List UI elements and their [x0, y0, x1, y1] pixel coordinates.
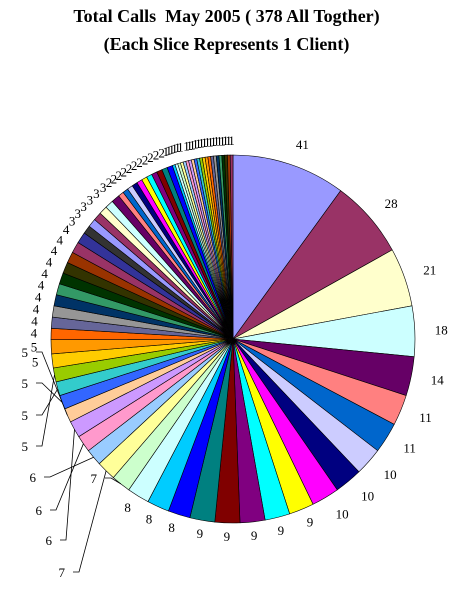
- slice-value-label: 2: [158, 145, 165, 160]
- slice-value-label: 3: [80, 199, 87, 214]
- slice-value-label: 9: [251, 528, 258, 543]
- slice-value-label: 5: [22, 345, 29, 360]
- slice-value-label: 3: [93, 186, 100, 201]
- slice-value-label: 1: [201, 135, 208, 150]
- slice-value-label: 10: [361, 489, 374, 504]
- slice-value-label: 3: [87, 192, 94, 207]
- slice-value-label: 3: [69, 213, 76, 228]
- slice-value-label: 1: [198, 136, 205, 151]
- leader-line: [50, 443, 84, 511]
- slice-value-label: 10: [336, 507, 349, 522]
- slice-value-label: 5: [22, 439, 29, 454]
- leader-line: [36, 351, 68, 416]
- slice-value-label: 8: [124, 500, 131, 515]
- leader-line: [36, 382, 63, 403]
- leader-line: [36, 374, 55, 447]
- slice-value-label: 1: [168, 142, 175, 157]
- slice-value-label: 41: [296, 137, 309, 152]
- slice-value-label: 6: [36, 503, 43, 518]
- slice-value-label: 4: [46, 254, 53, 269]
- slice-value-label: 9: [224, 529, 231, 544]
- slice-value-label: 1: [204, 135, 211, 150]
- slice-value-label: 4: [57, 232, 64, 247]
- slice-value-label: 3: [100, 180, 107, 195]
- slice-value-label: 8: [146, 511, 153, 526]
- slice-value-label: 1: [166, 143, 173, 158]
- slice-value-label: 28: [385, 196, 398, 211]
- slice-value-label: 1: [219, 133, 226, 148]
- slice-value-label: 1: [189, 137, 196, 152]
- slice-value-label: 2: [121, 164, 128, 179]
- slice-value-label: 9: [278, 523, 285, 538]
- slice-value-label: 6: [46, 533, 53, 548]
- slice-value-label: 6: [30, 470, 37, 485]
- slice-value-label: 2: [106, 175, 113, 190]
- slice-value-label: 1: [210, 134, 217, 149]
- slice-value-label: 11: [419, 410, 432, 425]
- slice-value-label: 4: [35, 289, 42, 304]
- slice-value-label: 4: [63, 222, 70, 237]
- slice-value-label: 21: [423, 262, 436, 277]
- leader-line: [73, 470, 107, 573]
- leader-line: [60, 429, 75, 541]
- slice-value-label: 1: [207, 134, 214, 149]
- slice-value-label: 1: [192, 137, 199, 152]
- chart-title: Total Calls May 2005 ( 378 All Togther): [73, 6, 380, 26]
- slice-value-label: 7: [59, 565, 66, 580]
- slice-value-label: 2: [153, 148, 160, 163]
- slice-value-label: 7: [91, 471, 98, 486]
- slice-value-label: 1: [195, 136, 202, 151]
- slice-value-label: 4: [31, 326, 38, 341]
- slice-value-label: 2: [147, 150, 154, 165]
- slice-value-label: 4: [33, 301, 40, 316]
- leader-line: [105, 477, 122, 485]
- slice-value-label: 1: [186, 138, 193, 153]
- slice-value-label: 10: [384, 467, 397, 482]
- slice-value-label: 9: [197, 526, 204, 541]
- slice-value-label: 4: [41, 266, 48, 281]
- leader-line: [44, 456, 94, 478]
- pie-slice: [232, 154, 342, 340]
- slice-value-label: 5: [31, 339, 38, 354]
- slice-value-label: 1: [171, 141, 178, 156]
- slice-value-label: 1: [213, 134, 220, 149]
- slice-value-label: 1: [174, 140, 181, 155]
- slice-value-label: 2: [111, 171, 118, 186]
- slice-value-label: 4: [51, 243, 58, 258]
- slice-value-label: 4: [31, 313, 38, 328]
- slice-value-label: 5: [32, 355, 39, 370]
- slice-value-label: 14: [431, 372, 445, 387]
- slice-value-label: 1: [228, 133, 235, 148]
- slice-value-label: 8: [168, 520, 175, 535]
- slice-value-label: 18: [435, 322, 448, 337]
- slice-value-label: 9: [307, 514, 314, 529]
- slice-value-label: 3: [75, 206, 82, 221]
- slice-value-label: 1: [222, 133, 229, 148]
- slice-value-label: 2: [142, 153, 149, 168]
- pie-slice: [229, 154, 234, 340]
- slice-value-label: 1: [225, 133, 232, 148]
- chart-subtitle: (Each Slice Represents 1 Client): [103, 34, 350, 54]
- slice-value-label: 5: [22, 408, 29, 423]
- slice-value-label: 4: [38, 277, 45, 292]
- slice-value-label: 1: [216, 134, 223, 149]
- slice-value-label: 1: [177, 139, 184, 154]
- slice-value-label: 2: [126, 161, 133, 176]
- slice-value-label: 1: [183, 139, 190, 154]
- slice-value-label: 5: [22, 376, 29, 391]
- slice-value-label: 11: [403, 441, 416, 456]
- slice-value-label: 2: [116, 168, 123, 183]
- slice-value-label: 2: [131, 158, 138, 173]
- slice-value-label: 2: [136, 155, 143, 170]
- leader-line: [36, 388, 59, 416]
- slice-value-label: 1: [163, 144, 170, 159]
